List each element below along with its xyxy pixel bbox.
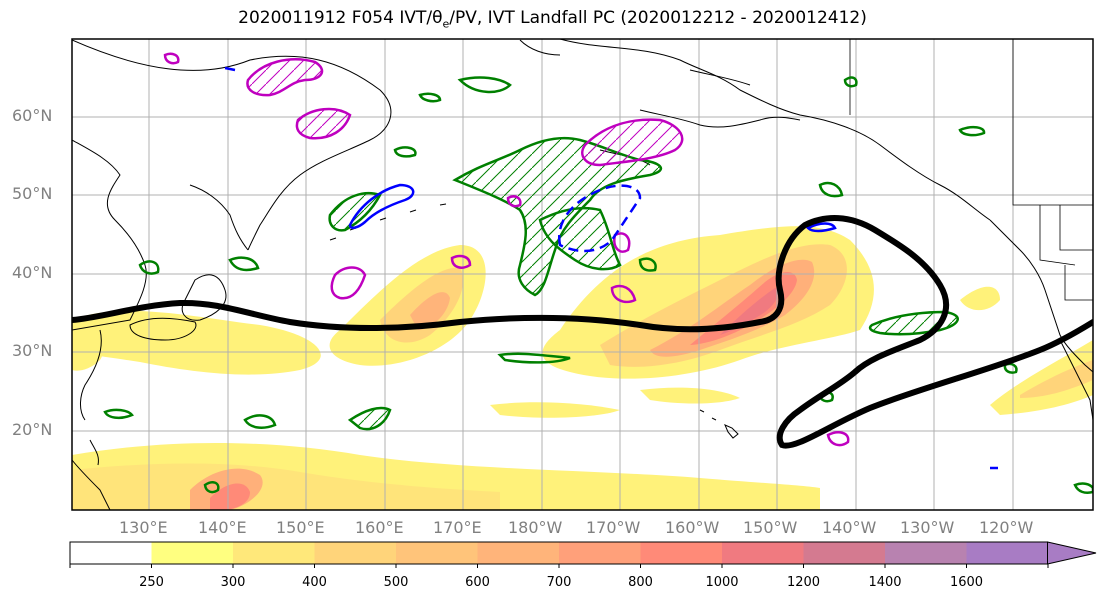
colorbar-tick-label: 300 xyxy=(220,575,246,590)
colorbar-tick-label: 600 xyxy=(465,575,490,590)
colorbar-swatch xyxy=(70,542,152,564)
lon-label: 150°E xyxy=(276,518,325,537)
lat-label: 40°N xyxy=(12,263,53,282)
colorbar-tick-label: 400 xyxy=(302,575,327,590)
colorbar-swatch xyxy=(559,542,641,564)
ivt-landfall-contour xyxy=(72,215,1093,449)
blue-contours xyxy=(224,66,998,470)
lat-label: 20°N xyxy=(12,420,53,439)
colorbar-tick-label: 1000 xyxy=(705,575,739,590)
colorbar xyxy=(69,541,1097,568)
colorbar-swatch xyxy=(803,542,886,564)
colorbar-swatch xyxy=(640,542,723,564)
lon-label: 160°E xyxy=(355,518,404,537)
pv-contours xyxy=(163,52,850,447)
colorbar-tick-label: 500 xyxy=(383,575,409,590)
colorbar-extend-arrow xyxy=(1047,541,1097,565)
map-frame xyxy=(71,38,1094,511)
political-boundaries xyxy=(849,39,1093,301)
colorbar-swatch xyxy=(233,542,315,564)
colorbar-swatch xyxy=(396,542,478,564)
lon-label: 180°W xyxy=(508,518,563,537)
colorbar-swatch xyxy=(966,542,1049,564)
colorbar-tick-label: 800 xyxy=(628,575,653,590)
lon-label: 150°W xyxy=(743,518,798,537)
colorbar-swatch xyxy=(885,542,967,564)
lon-label: 140°W xyxy=(822,518,877,537)
lat-label: 60°N xyxy=(12,106,53,125)
colorbar-swatch xyxy=(722,542,804,564)
colorbar-swatch xyxy=(151,542,234,564)
colorbar-tick-label: 1600 xyxy=(949,575,984,590)
ivt-filled-contours xyxy=(72,226,1093,510)
lon-label: 130°W xyxy=(900,518,955,537)
figure-title: 2020011912 F054 IVT/θe/PV, IVT Landfall … xyxy=(238,8,867,31)
lat-label: 30°N xyxy=(12,341,53,360)
colorbar-tick-label: 1400 xyxy=(868,575,902,590)
lon-label: 120°W xyxy=(979,518,1034,537)
lon-label: 140°E xyxy=(198,518,247,537)
lat-label: 50°N xyxy=(12,184,53,203)
lon-label: 170°E xyxy=(433,518,482,537)
colorbar-tick-label: 1200 xyxy=(786,575,821,590)
lon-label: 160°W xyxy=(665,518,720,537)
lon-label: 130°E xyxy=(119,518,168,537)
colorbar-tick-label: 700 xyxy=(546,575,572,590)
lon-label: 170°W xyxy=(586,518,641,537)
colorbar-swatch xyxy=(477,542,560,564)
colorbar-tick-label: 250 xyxy=(139,575,164,590)
colorbar-swatch xyxy=(314,542,397,564)
